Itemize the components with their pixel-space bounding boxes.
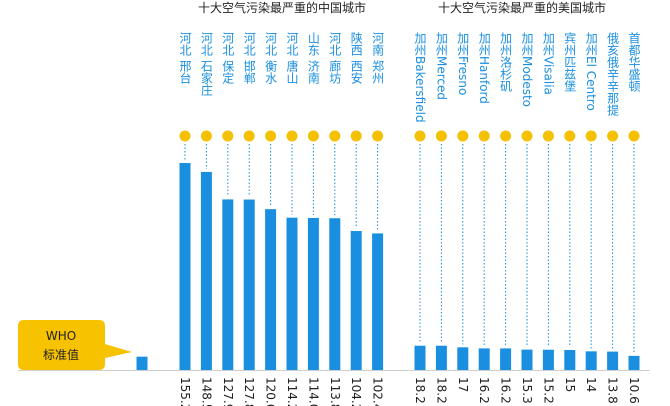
chart-title: 十大空气污染最严重的中国城市 <box>198 0 366 15</box>
bar <box>607 351 619 370</box>
marker-dot <box>542 130 554 142</box>
value-label: 18.2 <box>434 377 448 404</box>
category-label: 加州Merced <box>434 32 448 100</box>
marker-dot <box>414 130 426 142</box>
value-label: 15 <box>563 377 577 392</box>
category-label: 河北 廊坊 <box>328 32 342 84</box>
value-label: 15.2 <box>541 377 555 404</box>
bar <box>329 218 341 370</box>
category-label: 河南 郑州 <box>371 32 385 84</box>
value-label: 114.0 <box>306 377 320 406</box>
category-label: 加州Visalia <box>541 32 555 95</box>
value-label: 148.5 <box>199 377 213 406</box>
value-label: 127.9 <box>221 377 235 406</box>
marker-dot <box>179 130 191 142</box>
value-label: 16.2 <box>499 377 513 404</box>
category-label: 陕西 西安 <box>349 31 363 84</box>
marker-dot <box>350 130 362 142</box>
category-label: 河北 邯郸 <box>242 32 256 85</box>
value-label: 104.2 <box>349 377 363 406</box>
bar <box>179 163 191 370</box>
marker-dot <box>329 130 341 142</box>
marker-dot <box>457 130 469 142</box>
value-label: 127.8 <box>242 377 256 406</box>
bar <box>307 217 319 370</box>
bar <box>628 355 640 370</box>
value-label: 15.3 <box>520 377 534 404</box>
bar <box>372 233 384 370</box>
bar <box>243 199 255 370</box>
marker-dot <box>243 130 255 142</box>
marker-dot <box>286 130 298 142</box>
who-label: 标准值 <box>43 347 79 362</box>
category-label: 加州El Centro <box>584 32 598 111</box>
category-label: 加州Hanford <box>477 32 491 104</box>
category-label: 河北 石家庄 <box>199 32 213 97</box>
bar <box>136 356 148 370</box>
bar <box>457 347 469 370</box>
category-label: 宾州匹兹堡 <box>563 31 577 92</box>
bar <box>414 345 426 370</box>
marker-dot <box>500 130 512 142</box>
value-label: 18.2 <box>413 377 427 404</box>
marker-dot <box>372 130 384 142</box>
bar <box>585 351 597 370</box>
value-label: 10.6 <box>627 377 641 404</box>
marker-dot <box>265 130 277 142</box>
who-label: WHO <box>46 329 76 343</box>
bar <box>435 345 447 370</box>
value-label: 113.8 <box>328 377 342 406</box>
bar <box>500 348 512 370</box>
bar <box>521 349 533 370</box>
bar <box>200 171 212 370</box>
marker-dot <box>564 130 576 142</box>
value-label: 102.4 <box>371 377 385 406</box>
category-label: 加州洛杉矶 <box>499 32 513 93</box>
category-label: 加州Fresno <box>456 32 470 96</box>
marker-dot <box>521 130 533 142</box>
category-label: 加州Bakersfield <box>413 32 427 123</box>
category-label: 河北 邢台 <box>178 32 192 84</box>
value-label: 13.8 <box>606 377 620 404</box>
category-label: 加州Modesto <box>520 32 534 107</box>
bar <box>542 349 554 370</box>
value-label: 16.2 <box>477 377 491 404</box>
category-label: 首都华盛顿 <box>627 32 641 92</box>
value-label: 114.2 <box>285 377 299 406</box>
value-label: 14 <box>584 377 598 392</box>
marker-dot <box>628 130 640 142</box>
chart-title: 十大空气污染最严重的美国城市 <box>438 0 606 15</box>
bar <box>265 209 277 370</box>
category-label: 河北 唐山 <box>285 32 299 84</box>
category-label: 山东 济南 <box>306 32 320 84</box>
value-label: 155.2 <box>178 377 192 406</box>
marker-dot <box>222 130 234 142</box>
category-label: 河北 保定 <box>221 32 235 85</box>
bar <box>286 217 298 370</box>
bar <box>222 199 234 370</box>
marker-dot <box>435 130 447 142</box>
category-label: 俄亥俄辛辛那提 <box>606 32 620 116</box>
marker-dot <box>307 130 319 142</box>
marker-dot <box>585 130 597 142</box>
bar <box>350 231 362 370</box>
marker-dot <box>200 130 212 142</box>
who-callout <box>18 320 132 370</box>
category-label: 河北 衡水 <box>264 32 278 84</box>
value-label: 17 <box>456 377 470 392</box>
value-label: 120.6 <box>264 377 278 406</box>
bar <box>478 348 490 370</box>
bar <box>564 349 576 370</box>
marker-dot <box>607 130 619 142</box>
marker-dot <box>478 130 490 142</box>
